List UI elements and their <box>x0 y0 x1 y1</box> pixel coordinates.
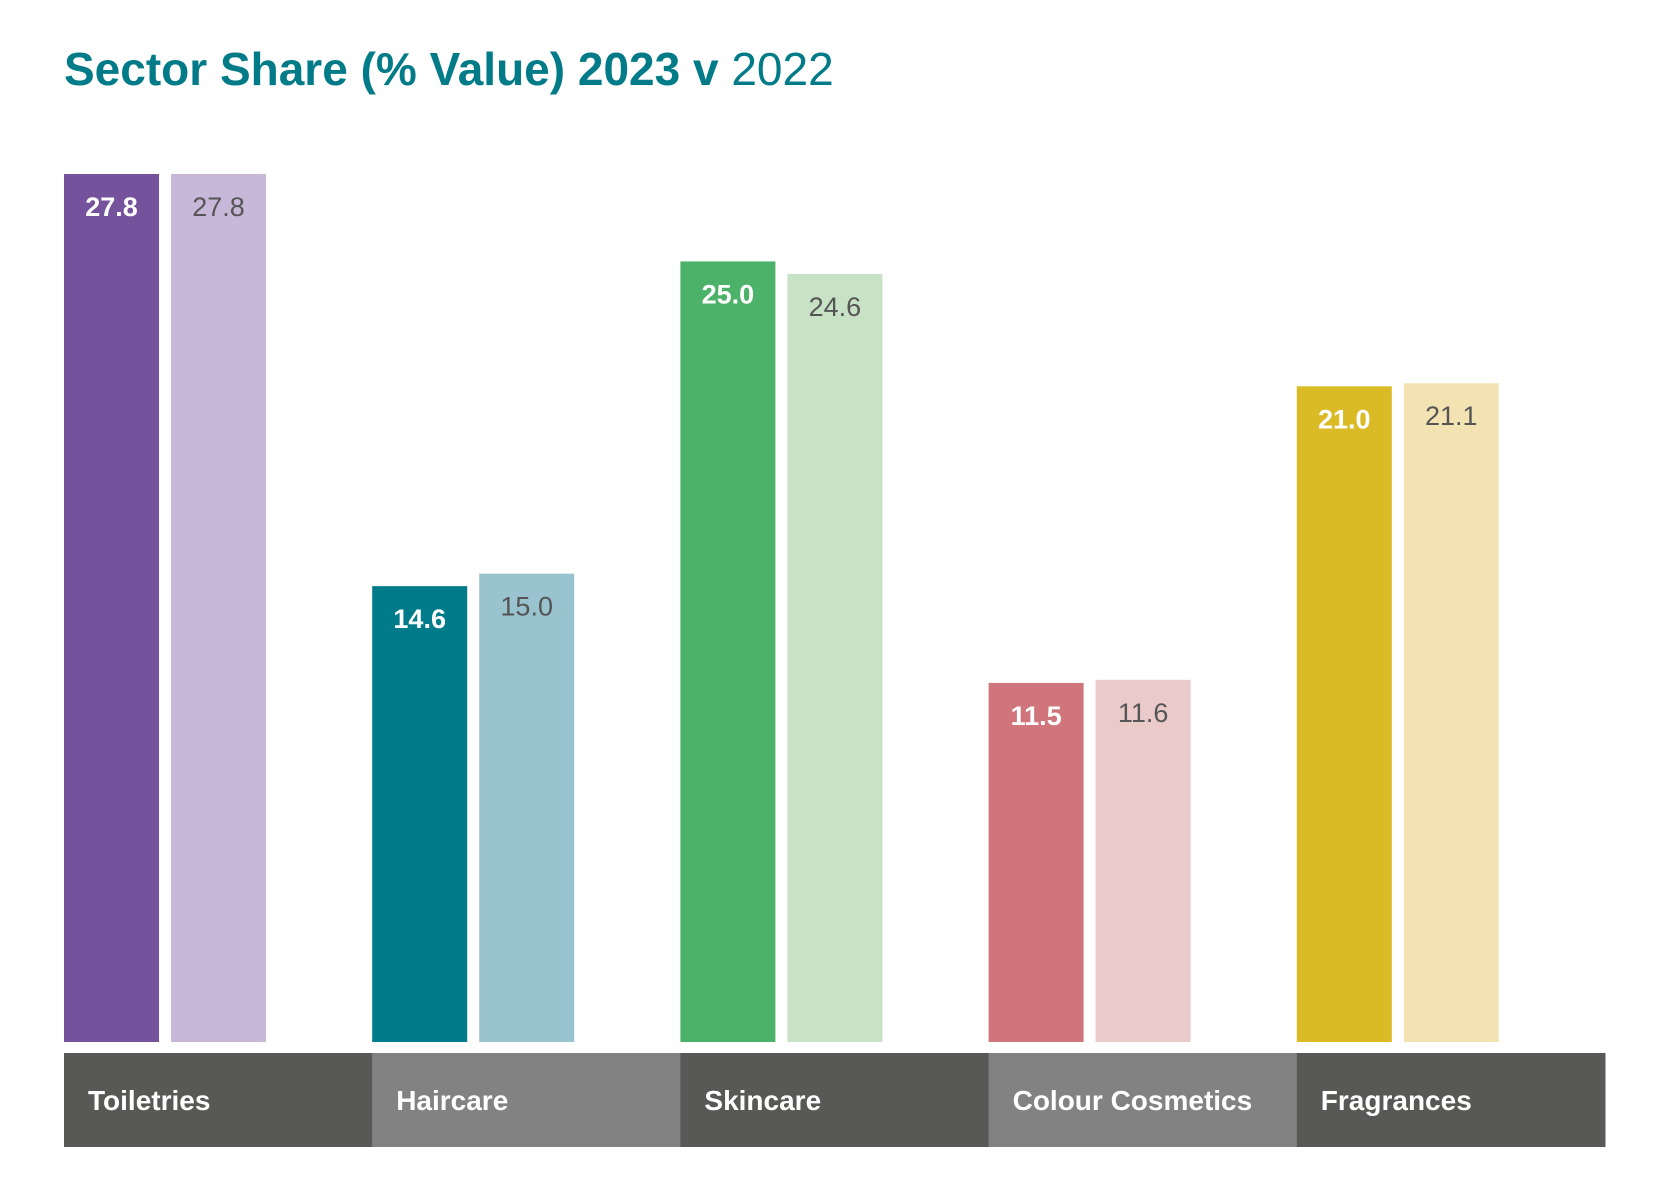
bar-toiletries-2023 <box>64 174 159 1042</box>
category-band-colour-cosmetics <box>988 1053 1298 1147</box>
category-band-fragrances <box>1296 1053 1606 1147</box>
category-band-haircare <box>372 1053 681 1147</box>
bar-fragrances-2023 <box>1296 386 1392 1043</box>
category-label-toiletries: Toiletries <box>88 1085 210 1116</box>
data-label-haircare-2022: 15.0 <box>500 592 553 622</box>
category-label-fragrances: Fragrances <box>1321 1085 1472 1116</box>
chart-subtitle: 2022 <box>731 43 834 95</box>
category-label-haircare: Haircare <box>396 1085 508 1116</box>
bar-skincare-2022 <box>787 273 883 1042</box>
chart-title: Sector Share (% Value) 2023 v 2022 <box>64 44 834 95</box>
data-label-colour-cosmetics-2022: 11.6 <box>1118 698 1169 728</box>
data-label-fragrances-2023: 21.0 <box>1318 404 1371 434</box>
data-label-toiletries-2023: 27.8 <box>85 192 138 222</box>
category-band-skincare <box>680 1053 990 1147</box>
data-label-colour-cosmetics-2023: 11.5 <box>1011 701 1062 731</box>
bar-haircare-2023 <box>372 586 468 1042</box>
bar-colour-cosmetics-2023 <box>988 682 1084 1042</box>
bar-skincare-2023 <box>680 261 776 1043</box>
data-label-fragrances-2022: 21.1 <box>1425 401 1478 431</box>
category-label-skincare: Skincare <box>704 1085 821 1116</box>
bar-toiletries-2022 <box>171 174 266 1042</box>
bar-colour-cosmetics-2022 <box>1095 679 1191 1042</box>
data-label-skincare-2022: 24.6 <box>809 292 862 322</box>
data-label-haircare-2023: 14.6 <box>393 604 446 634</box>
plot-area: 27.8 27.8 Toiletries 14.6 15.0 Haircare 25.0 24… <box>64 174 1606 1147</box>
bar-haircare-2022 <box>479 573 575 1042</box>
bar-fragrances-2022 <box>1403 383 1499 1043</box>
data-label-skincare-2023: 25.0 <box>702 279 755 309</box>
category-label-colour-cosmetics: Colour Cosmetics <box>1013 1085 1253 1116</box>
chart-title-main: Sector Share (% Value) 2023 v <box>64 43 719 95</box>
data-label-toiletries-2022: 27.8 <box>192 192 245 222</box>
category-band-toiletries <box>64 1053 373 1147</box>
